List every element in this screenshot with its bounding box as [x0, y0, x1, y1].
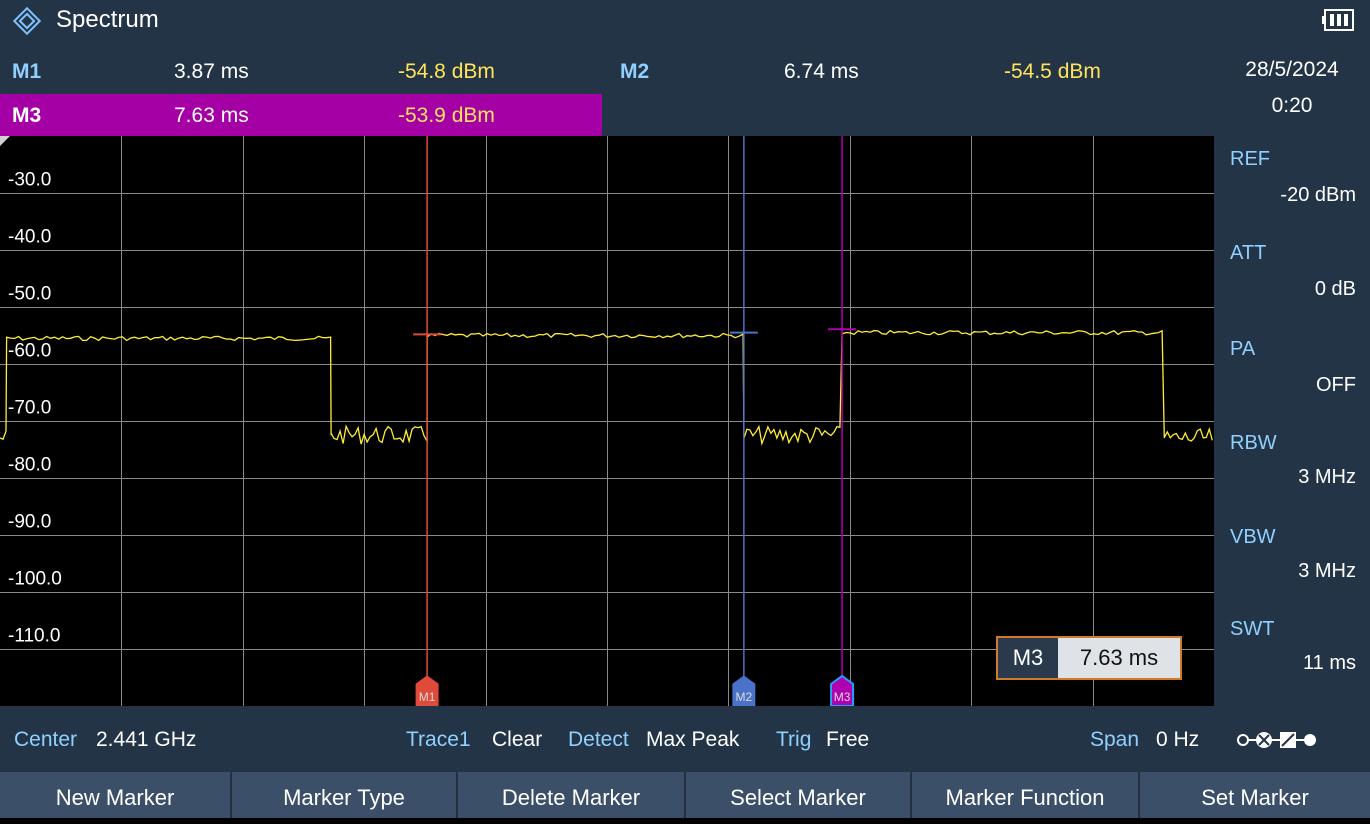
- marker-m3-y: -53.9 dBm: [398, 104, 495, 127]
- rs-diamond-logo-icon: [12, 6, 42, 36]
- settings-panel: 28/5/2024 0:20 REF -20 dBm ATT 0 dB PA O…: [1214, 40, 1370, 706]
- title-bar: Spectrum: [0, 0, 1370, 40]
- marker-m2-y: -54.5 dBm: [1004, 60, 1101, 83]
- detect-value[interactable]: Max Peak: [646, 728, 740, 751]
- marker-m2-x: 6.74 ms: [784, 60, 859, 83]
- y-tick-label: -80.0: [8, 455, 51, 476]
- detect-label[interactable]: Detect: [568, 728, 629, 751]
- marker-m1-x: 3.87 ms: [174, 60, 249, 83]
- app-title: Spectrum: [56, 6, 159, 33]
- y-tick-label: -110.0: [8, 626, 60, 647]
- delete-marker-button[interactable]: Delete Marker: [458, 772, 686, 818]
- span-value[interactable]: 0 Hz: [1156, 728, 1200, 751]
- marker-m2-flag-label: M2: [736, 690, 753, 704]
- att-label[interactable]: ATT: [1230, 242, 1267, 264]
- marker-m3-x: 7.63 ms: [174, 104, 249, 127]
- spectrum-plot-svg: -30.0 -40.0 -50.0 -60.0 -70.0 -80.0 -90.0 -100.…: [0, 136, 1214, 706]
- ref-value[interactable]: -20 dBm: [1280, 184, 1356, 206]
- vbw-label[interactable]: VBW: [1230, 526, 1276, 548]
- select-marker-button[interactable]: Select Marker: [686, 772, 912, 818]
- y-tick-label: -90.0: [8, 512, 51, 533]
- trace-label[interactable]: Trace1: [406, 728, 471, 751]
- y-tick-label: -30.0: [8, 170, 51, 191]
- marker-m2-flag: [732, 675, 756, 706]
- connection-status-icon: [1237, 732, 1316, 748]
- pa-label[interactable]: PA: [1230, 338, 1256, 360]
- ref-level-indicator: [0, 136, 10, 146]
- marker-info-bar: M1 3.87 ms -54.8 dBm M2 6.74 ms -54.5 dB…: [0, 40, 1214, 136]
- softkey-bar: New Marker Marker Type Delete Marker Sel…: [0, 772, 1370, 818]
- trace-1-line: [0, 329, 1213, 446]
- rbw-label[interactable]: RBW: [1230, 432, 1277, 454]
- marker-m3-flag: [830, 674, 855, 706]
- spectrum-plot[interactable]: -30.0 -40.0 -50.0 -60.0 -70.0 -80.0 -90.0 -100.…: [0, 136, 1214, 706]
- y-tick-label: -40.0: [8, 227, 51, 248]
- pa-value[interactable]: OFF: [1316, 374, 1356, 396]
- marker-m1-y: -54.8 dBm: [398, 60, 495, 83]
- y-tick-label: -60.0: [8, 341, 51, 362]
- marker-m2-name[interactable]: M2: [620, 60, 650, 83]
- readout-marker-value: 7.63 ms: [1058, 638, 1180, 678]
- marker-m1-flag: [415, 675, 439, 706]
- status-bar: Center 2.441 GHz Trace1 Clear Detect Max…: [0, 706, 1370, 772]
- set-marker-button[interactable]: Set Marker: [1140, 772, 1370, 818]
- swt-label[interactable]: SWT: [1230, 618, 1275, 640]
- y-tick-label: -50.0: [8, 284, 51, 305]
- marker-m3-flag-label: M3: [834, 690, 851, 704]
- marker-m1-flag-label: M1: [419, 690, 436, 704]
- center-label[interactable]: Center: [14, 728, 78, 751]
- att-value[interactable]: 0 dB: [1314, 278, 1356, 300]
- marker-type-button[interactable]: Marker Type: [232, 772, 458, 818]
- marker-m1-name[interactable]: M1: [12, 60, 42, 83]
- active-marker-readout[interactable]: M3 7.63 ms: [996, 636, 1182, 680]
- vbw-value[interactable]: 3 MHz: [1298, 560, 1356, 582]
- battery-icon: [1322, 9, 1354, 31]
- date-display: 28/5/2024: [1245, 58, 1339, 81]
- rbw-value[interactable]: 3 MHz: [1298, 466, 1356, 488]
- marker-m3-row[interactable]: M3 7.63 ms -53.9 dBm: [0, 94, 602, 136]
- readout-marker-name: M3: [998, 638, 1058, 678]
- trace-value[interactable]: Clear: [492, 728, 543, 751]
- center-value[interactable]: 2.441 GHz: [96, 728, 197, 751]
- marker-m3-name: M3: [12, 104, 42, 127]
- trig-value[interactable]: Free: [826, 728, 870, 751]
- marker-function-button[interactable]: Marker Function: [912, 772, 1140, 818]
- y-tick-label: -70.0: [8, 398, 51, 419]
- time-display: 0:20: [1271, 94, 1313, 117]
- trig-label[interactable]: Trig: [776, 728, 812, 751]
- y-tick-label: -100.0: [8, 569, 62, 590]
- span-label[interactable]: Span: [1090, 728, 1140, 751]
- new-marker-button[interactable]: New Marker: [0, 772, 232, 818]
- swt-value[interactable]: 11 ms: [1303, 652, 1356, 674]
- ref-label[interactable]: REF: [1230, 148, 1270, 170]
